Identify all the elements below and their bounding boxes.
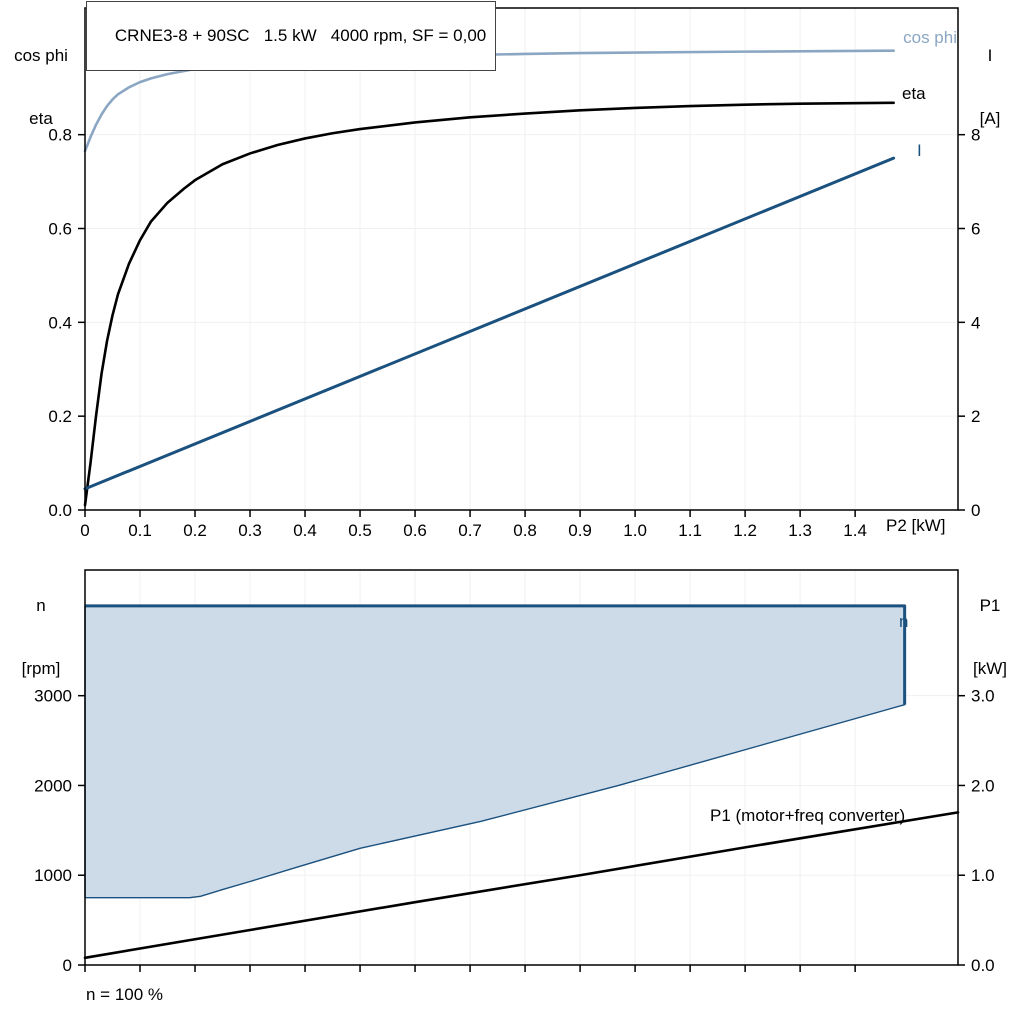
axis-title-cosphi-line: cos phi <box>14 46 68 65</box>
svg-text:0: 0 <box>63 956 72 975</box>
n-curve-label: n <box>899 612 909 631</box>
chart-title: CRNE3-8 + 90SC 1.5 kW 4000 rpm, SF = 0,0… <box>114 26 487 45</box>
svg-text:1.1: 1.1 <box>678 521 702 540</box>
svg-text:1.4: 1.4 <box>843 521 867 540</box>
svg-text:0.6: 0.6 <box>48 220 72 239</box>
svg-text:0.1: 0.1 <box>128 521 152 540</box>
svg-text:1.0: 1.0 <box>623 521 647 540</box>
axis-title-eta-line: eta <box>29 109 53 128</box>
svg-text:2000: 2000 <box>34 776 72 795</box>
svg-text:8: 8 <box>971 126 980 145</box>
svg-text:0: 0 <box>971 501 980 520</box>
chart-title-box: CRNE3-8 + 90SC 1.5 kW 4000 rpm, SF = 0,0… <box>86 1 497 71</box>
svg-text:0.4: 0.4 <box>293 521 317 540</box>
svg-text:4: 4 <box>971 313 980 332</box>
speed-footnote: n = 100 % <box>86 985 164 1004</box>
svg-text:0.4: 0.4 <box>48 313 72 332</box>
axis-title-current-line: I <box>987 46 993 65</box>
axis-title-speed: n [rpm] <box>0 553 82 721</box>
svg-text:0.2: 0.2 <box>48 407 72 426</box>
axis-title-current-unit: [A] <box>979 109 1001 128</box>
svg-text:1.2: 1.2 <box>733 521 757 540</box>
svg-text:0: 0 <box>80 521 89 540</box>
axis-title-cosphi-eta: cos phi eta <box>0 3 82 171</box>
eta-curve-label: eta <box>902 84 926 103</box>
svg-text:0.8: 0.8 <box>48 126 72 145</box>
svg-text:0.9: 0.9 <box>568 521 592 540</box>
svg-text:0.7: 0.7 <box>458 521 482 540</box>
svg-text:0.0: 0.0 <box>971 956 995 975</box>
svg-text:0.6: 0.6 <box>403 521 427 540</box>
svg-text:0.2: 0.2 <box>183 521 207 540</box>
svg-text:1.3: 1.3 <box>788 521 812 540</box>
svg-text:0.8: 0.8 <box>513 521 537 540</box>
current-curve-label: I <box>917 141 922 160</box>
svg-text:2.0: 2.0 <box>971 776 995 795</box>
svg-text:6: 6 <box>971 220 980 239</box>
svg-text:3.0: 3.0 <box>971 687 995 706</box>
svg-text:2: 2 <box>971 407 980 426</box>
x-axis-unit-label: P2 [kW] <box>886 516 946 535</box>
svg-text:0.0: 0.0 <box>48 501 72 520</box>
axis-title-speed-line: n <box>36 596 46 615</box>
svg-text:0.3: 0.3 <box>238 521 262 540</box>
svg-text:1000: 1000 <box>34 866 72 885</box>
svg-text:3000: 3000 <box>34 687 72 706</box>
axis-title-p1-unit: [kW] <box>973 659 1007 678</box>
axis-title-current: I [A] <box>962 3 1018 171</box>
cos-phi-curve-label: cos phi <box>903 28 957 47</box>
axis-title-p1-line: P1 <box>979 596 1001 615</box>
axis-title-p1: P1 [kW] <box>962 553 1018 721</box>
svg-text:0.5: 0.5 <box>348 521 372 540</box>
svg-text:1.0: 1.0 <box>971 866 995 885</box>
p1-curve-label: P1 (motor+freq converter) <box>710 806 906 825</box>
axis-title-speed-unit: [rpm] <box>21 659 61 678</box>
